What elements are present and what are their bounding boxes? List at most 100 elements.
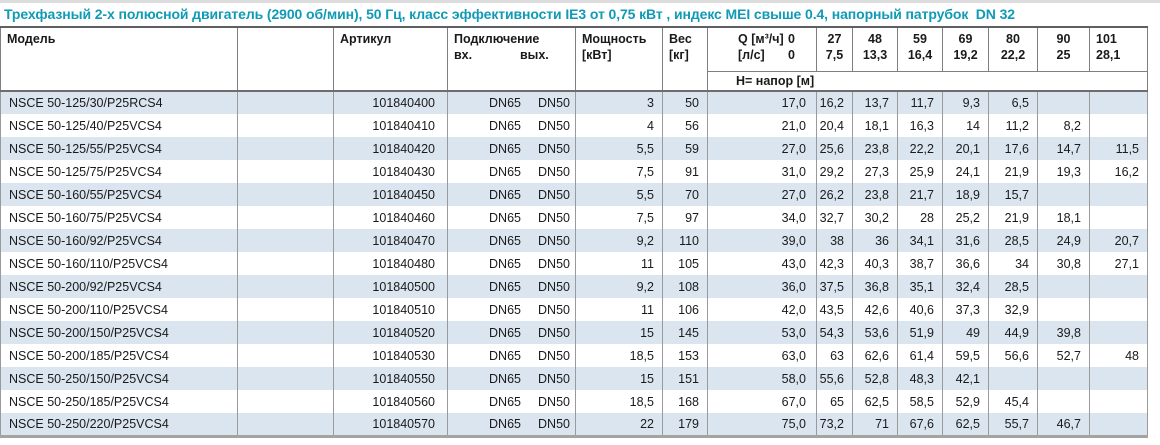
head-cell: 16,2: [1089, 160, 1148, 183]
head-cell: 25,9: [897, 160, 943, 183]
head-cell: 48,3: [897, 367, 943, 390]
head-cell: [1089, 321, 1148, 344]
head-cell: 32,7: [816, 206, 853, 229]
header-flow-2: 48 13,3: [852, 27, 898, 72]
model-cell: NSCE 50-160/110/P25VCS4: [0, 252, 238, 275]
power-cell: 18,5: [575, 344, 663, 367]
head-cell: 16,3: [897, 114, 943, 137]
head-cell: [1037, 390, 1090, 413]
model-cell: NSCE 50-125/40/P25VCS4: [0, 114, 238, 137]
power-cell: 11: [575, 252, 663, 275]
head-cell: 49: [942, 321, 989, 344]
weight-cell: 145: [662, 321, 708, 344]
head-cell: 55,7: [988, 413, 1038, 436]
dn-inlet-value: DN65: [489, 325, 521, 340]
spacer-cell: [237, 413, 334, 436]
head-cell: 34: [988, 252, 1038, 275]
weight-cell: 108: [662, 275, 708, 298]
table-row: NSCE 50-250/150/P25VCS4 101840550 DN65 DN…: [0, 367, 1148, 390]
head-cell: [1037, 91, 1090, 114]
head-cell: [1089, 367, 1148, 390]
connection-cell: DN65 DN50: [447, 298, 576, 321]
dn-inlet-value: DN65: [489, 416, 521, 431]
head-cell: [1089, 206, 1148, 229]
dn-inlet-value: DN65: [489, 164, 521, 179]
head-cell: 24,9: [1037, 229, 1090, 252]
head-cell: 42,3: [816, 252, 853, 275]
head-cell: 21,9: [988, 206, 1038, 229]
weight-cell: 110: [662, 229, 708, 252]
dn-outlet-value: DN50: [538, 325, 570, 340]
model-cell: NSCE 50-160/55/P25VCS4: [0, 183, 238, 206]
table-row: NSCE 50-125/30/P25RCS4 101840400 DN65 DN5…: [0, 91, 1148, 114]
header-head-label: Н= напор [м]: [707, 70, 1148, 92]
weight-cell: 105: [662, 252, 708, 275]
power-cell: 4: [575, 114, 663, 137]
article-cell: 101840570: [333, 413, 448, 436]
header-flow-3: 59 16,4: [897, 27, 943, 72]
model-cell: NSCE 50-125/30/P25RCS4: [0, 91, 238, 114]
head-cell: 38: [816, 229, 853, 252]
dn-inlet-value: DN65: [489, 210, 521, 225]
head-cell: [1089, 390, 1148, 413]
spacer-cell: [237, 137, 334, 160]
header-article: Артикул: [333, 27, 448, 92]
connection-cell: DN65 DN50: [447, 252, 576, 275]
head-cell: [1089, 183, 1148, 206]
head-cell: 52,9: [942, 390, 989, 413]
article-cell: 101840470: [333, 229, 448, 252]
head-cell: 28,5: [988, 229, 1038, 252]
power-cell: 3: [575, 91, 663, 114]
head-cell: 54,3: [816, 321, 853, 344]
header-flow-1: 27 7,5: [816, 27, 853, 72]
dn-inlet-value: DN65: [489, 118, 521, 133]
power-cell: 5,5: [575, 183, 663, 206]
spacer-cell: [237, 91, 334, 114]
connection-cell: DN65 DN50: [447, 183, 576, 206]
header-connection-label: Подключение: [454, 32, 540, 46]
weight-cell: 56: [662, 114, 708, 137]
head-cell: 25,2: [942, 206, 989, 229]
head-cell: [1037, 183, 1090, 206]
weight-cell: 106: [662, 298, 708, 321]
head-cell: 37,5: [816, 275, 853, 298]
head-cell: 32,4: [942, 275, 989, 298]
head-cell: 67,6: [897, 413, 943, 436]
head-cell: 73,2: [816, 413, 853, 436]
table-row: NSCE 50-200/150/P25VCS4 101840520 DN65 DN…: [0, 321, 1148, 344]
connection-cell: DN65 DN50: [447, 137, 576, 160]
head-cell: 62,6: [852, 344, 898, 367]
head-cell: 6,5: [988, 91, 1038, 114]
model-cell: NSCE 50-250/220/P25VCS4: [0, 413, 238, 436]
head-cell: 35,1: [897, 275, 943, 298]
head-q0-cell: 43,0: [707, 252, 817, 275]
head-cell: 62,5: [852, 390, 898, 413]
article-cell: 101840460: [333, 206, 448, 229]
power-cell: 15: [575, 367, 663, 390]
header-weight: Вес [кг]: [662, 27, 708, 92]
power-cell: 5,5: [575, 137, 663, 160]
dn-outlet-value: DN50: [538, 348, 570, 363]
spacer-cell: [237, 321, 334, 344]
dn-outlet-value: DN50: [538, 279, 570, 294]
head-q0-cell: 27,0: [707, 183, 817, 206]
head-q0-cell: 39,0: [707, 229, 817, 252]
head-cell: 59,5: [942, 344, 989, 367]
article-cell: 101840560: [333, 390, 448, 413]
head-cell: 19,3: [1037, 160, 1090, 183]
head-cell: 28: [897, 206, 943, 229]
model-cell: NSCE 50-250/150/P25VCS4: [0, 367, 238, 390]
dn-outlet-value: DN50: [538, 302, 570, 317]
head-cell: 21,7: [897, 183, 943, 206]
connection-cell: DN65 DN50: [447, 91, 576, 114]
table-row: NSCE 50-160/55/P25VCS4 101840450 DN65 DN5…: [0, 183, 1148, 206]
dn-outlet-value: DN50: [538, 394, 570, 409]
head-cell: [1037, 298, 1090, 321]
connection-cell: DN65 DN50: [447, 413, 576, 436]
spacer-cell: [237, 275, 334, 298]
dn-inlet-value: DN65: [489, 256, 521, 271]
article-cell: 101840450: [333, 183, 448, 206]
dn-outlet-value: DN50: [538, 256, 570, 271]
power-cell: 7,5: [575, 160, 663, 183]
head-cell: 16,2: [816, 91, 853, 114]
